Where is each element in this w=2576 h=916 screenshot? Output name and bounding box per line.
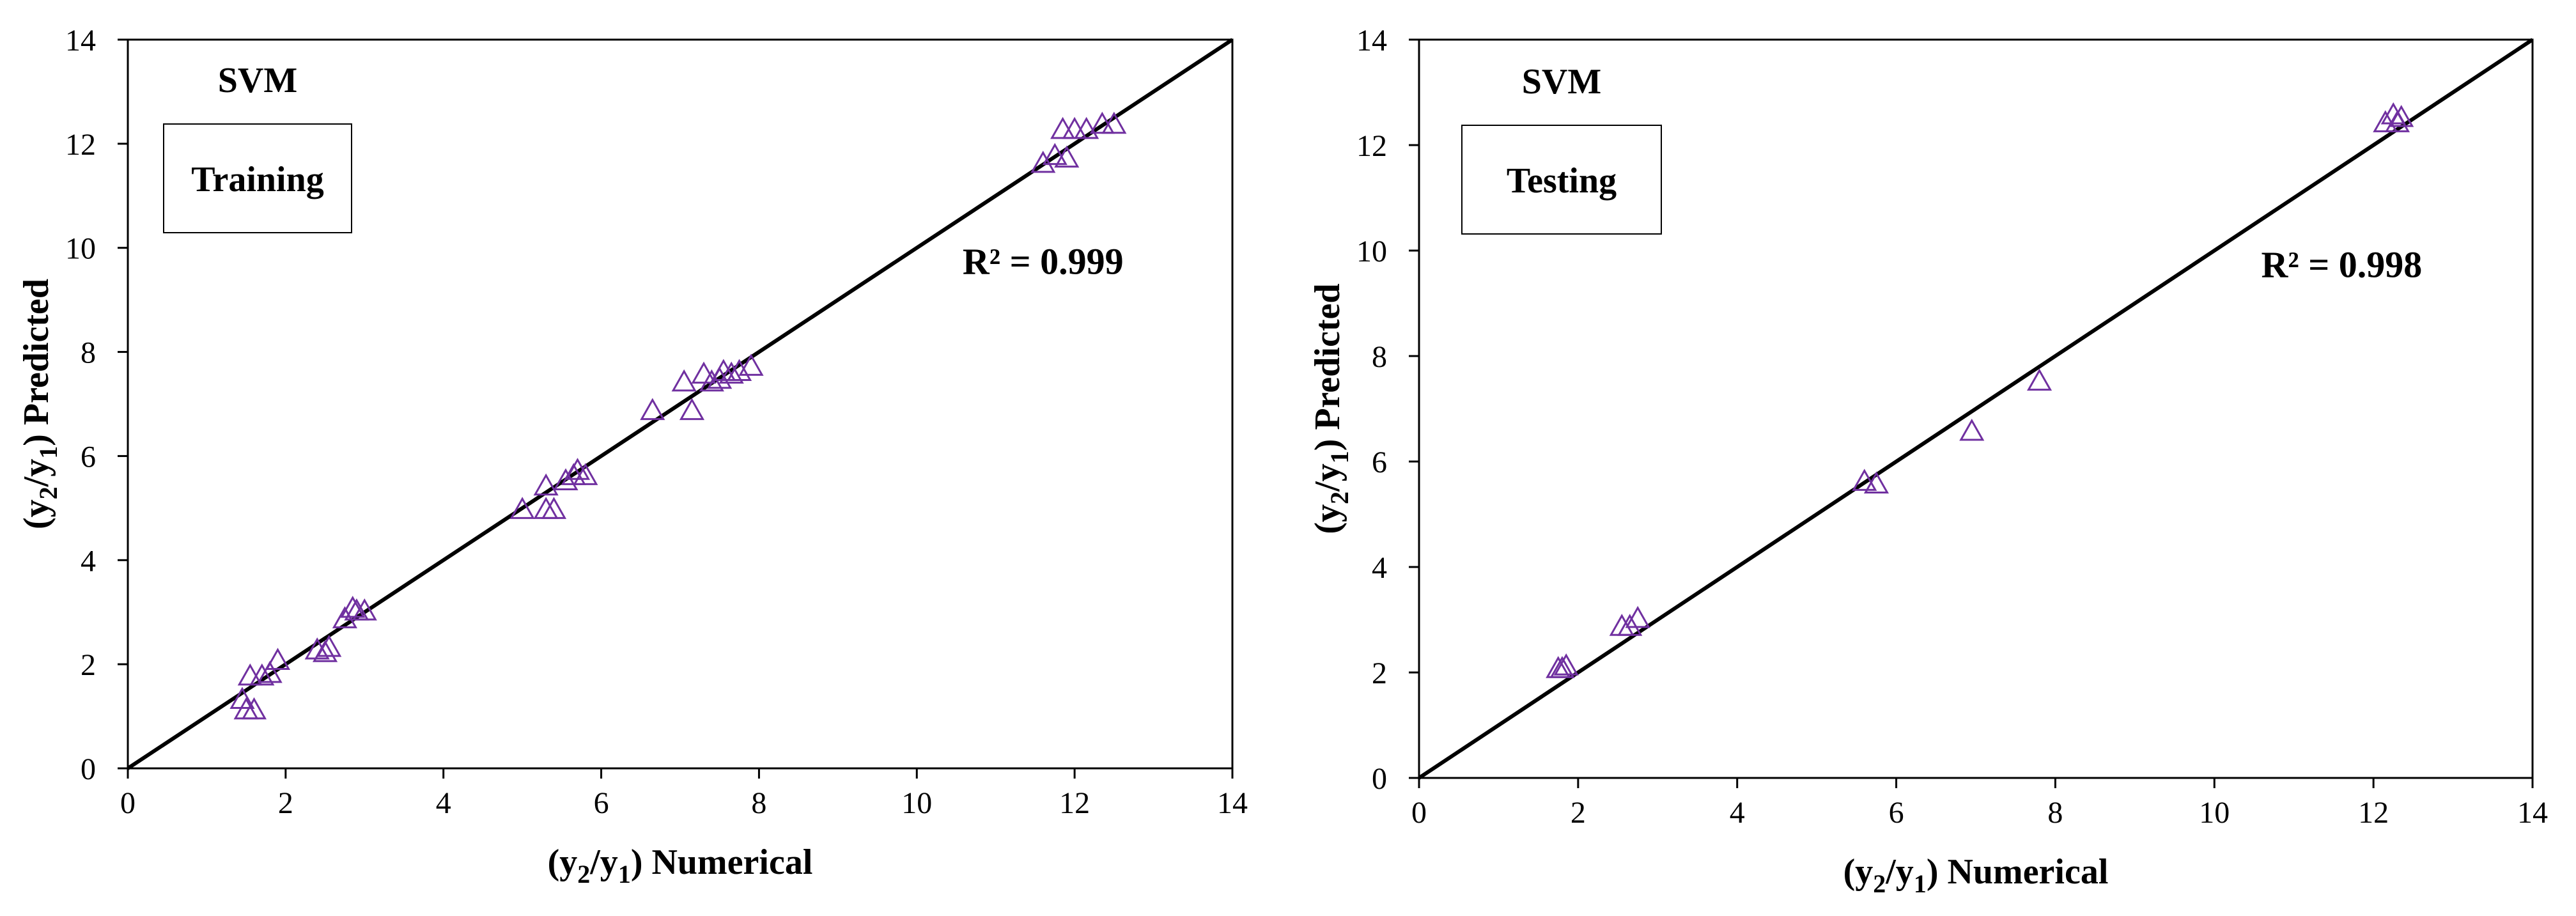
training-data-point (340, 596, 366, 618)
testing-y-axis-title: (y2/y1) Predicted (1308, 284, 1354, 534)
testing-data-point (1625, 605, 1650, 628)
testing-set-label-box (1461, 125, 1662, 235)
training-y-tick-label: 14 (65, 24, 96, 58)
testing-data-point (1609, 614, 1634, 636)
training-data-point (1074, 116, 1099, 139)
training-data-point (1062, 116, 1087, 139)
training-y-tick-label: 6 (81, 440, 96, 474)
training-data-point (679, 398, 705, 421)
training-data-point (1054, 145, 1080, 168)
training-data-point (352, 598, 377, 621)
testing-x-tick-label: 8 (2047, 796, 2063, 830)
training-x-tick-label: 0 (120, 786, 136, 820)
training-panel: 0 2 4 6 8 10 12 14 0 2 4 6 8 10 12 14 SVM Training R² = 0.… (17, 24, 1248, 889)
testing-x-tick-label: 10 (2199, 796, 2230, 830)
testing-y-tick-label: 14 (1356, 24, 1387, 58)
testing-x-tick-label: 4 (1730, 796, 1745, 830)
testing-x-tick-label: 2 (1571, 796, 1586, 830)
training-plot-frame (127, 38, 1234, 770)
training-x-tick-label: 4 (436, 786, 451, 820)
training-x-tick-label: 10 (901, 786, 932, 820)
training-data-point (316, 635, 342, 657)
training-x-tick-label: 8 (751, 786, 766, 820)
testing-reference-line (1418, 38, 2534, 780)
training-x-tick-label: 12 (1059, 786, 1090, 820)
testing-data-point (1852, 469, 1877, 491)
testing-y-tick-label: 8 (1372, 340, 1387, 374)
testing-x-tick-label: 14 (2517, 796, 2548, 830)
testing-y-tick-label: 10 (1356, 235, 1387, 268)
training-data-point (1030, 150, 1056, 173)
training-data-point (265, 648, 291, 670)
testing-data-point (2389, 105, 2414, 127)
testing-data-point (1959, 418, 1985, 441)
testing-panel: 0 2 4 6 8 10 12 14 0 2 4 6 8 10 12 14 SVM Testing R² = 0.9… (1308, 24, 2548, 898)
training-y-tick-label: 0 (81, 752, 96, 786)
training-data-point (711, 359, 736, 382)
training-y-tick-label: 4 (81, 544, 96, 578)
training-data-point (249, 663, 275, 686)
training-data-point (1042, 143, 1067, 166)
training-x-tick-label: 2 (278, 786, 293, 820)
training-model-label: SVM (218, 61, 297, 100)
testing-data-point (1549, 656, 1575, 678)
training-y-tick-label: 2 (81, 648, 96, 682)
training-data-point (671, 369, 697, 392)
testing-plot-frame (1418, 38, 2534, 779)
training-x-tick-label: 6 (594, 786, 609, 820)
training-set-label: Training (191, 160, 323, 199)
testing-data-point (1553, 653, 1579, 676)
training-data-point (640, 398, 665, 421)
testing-set-label: Testing (1507, 161, 1617, 201)
testing-r2-label: R² = 0.998 (2261, 244, 2422, 285)
testing-x-tick-label: 0 (1411, 796, 1427, 830)
training-set-label-box (163, 123, 352, 233)
training-y-tick-label: 12 (65, 128, 96, 162)
training-data-point (241, 697, 267, 720)
training-data-point (257, 660, 283, 683)
training-x-tick-label: 14 (1217, 786, 1248, 820)
testing-y-tick-label: 6 (1372, 446, 1387, 479)
training-data-point (1050, 116, 1076, 139)
testing-x-tick-label: 6 (1889, 796, 1904, 830)
training-y-tick-label: 10 (65, 232, 96, 266)
training-data-point (541, 497, 567, 519)
training-data-point (738, 353, 764, 376)
training-y-axis-title: (y2/y1) Predicted (17, 279, 63, 529)
testing-x-tick-label: 12 (2358, 796, 2389, 830)
testing-y-tick-label: 2 (1372, 656, 1387, 690)
testing-y-tick-label: 0 (1372, 762, 1387, 796)
training-data-point (718, 361, 744, 384)
training-data-point (573, 463, 598, 485)
testing-x-axis-title: (y2/y1) Numerical (1843, 852, 2109, 898)
training-data-point (509, 497, 535, 519)
testing-data-point (1617, 614, 1643, 636)
training-r2-label: R² = 0.999 (963, 240, 1124, 282)
testing-y-tick-label: 12 (1356, 129, 1387, 163)
training-data-point (533, 497, 559, 519)
training-data-point (1101, 111, 1127, 134)
training-data-point (533, 473, 559, 496)
testing-data-point (1863, 471, 1889, 494)
testing-model-label: SVM (1522, 62, 1601, 102)
training-data-point (691, 361, 717, 384)
testing-y-tick-label: 4 (1372, 551, 1387, 585)
testing-data-point (2026, 368, 2052, 391)
training-data-point (726, 359, 752, 382)
training-x-axis-title: (y2/y1) Numerical (548, 842, 813, 889)
training-y-tick-label: 8 (81, 336, 96, 370)
